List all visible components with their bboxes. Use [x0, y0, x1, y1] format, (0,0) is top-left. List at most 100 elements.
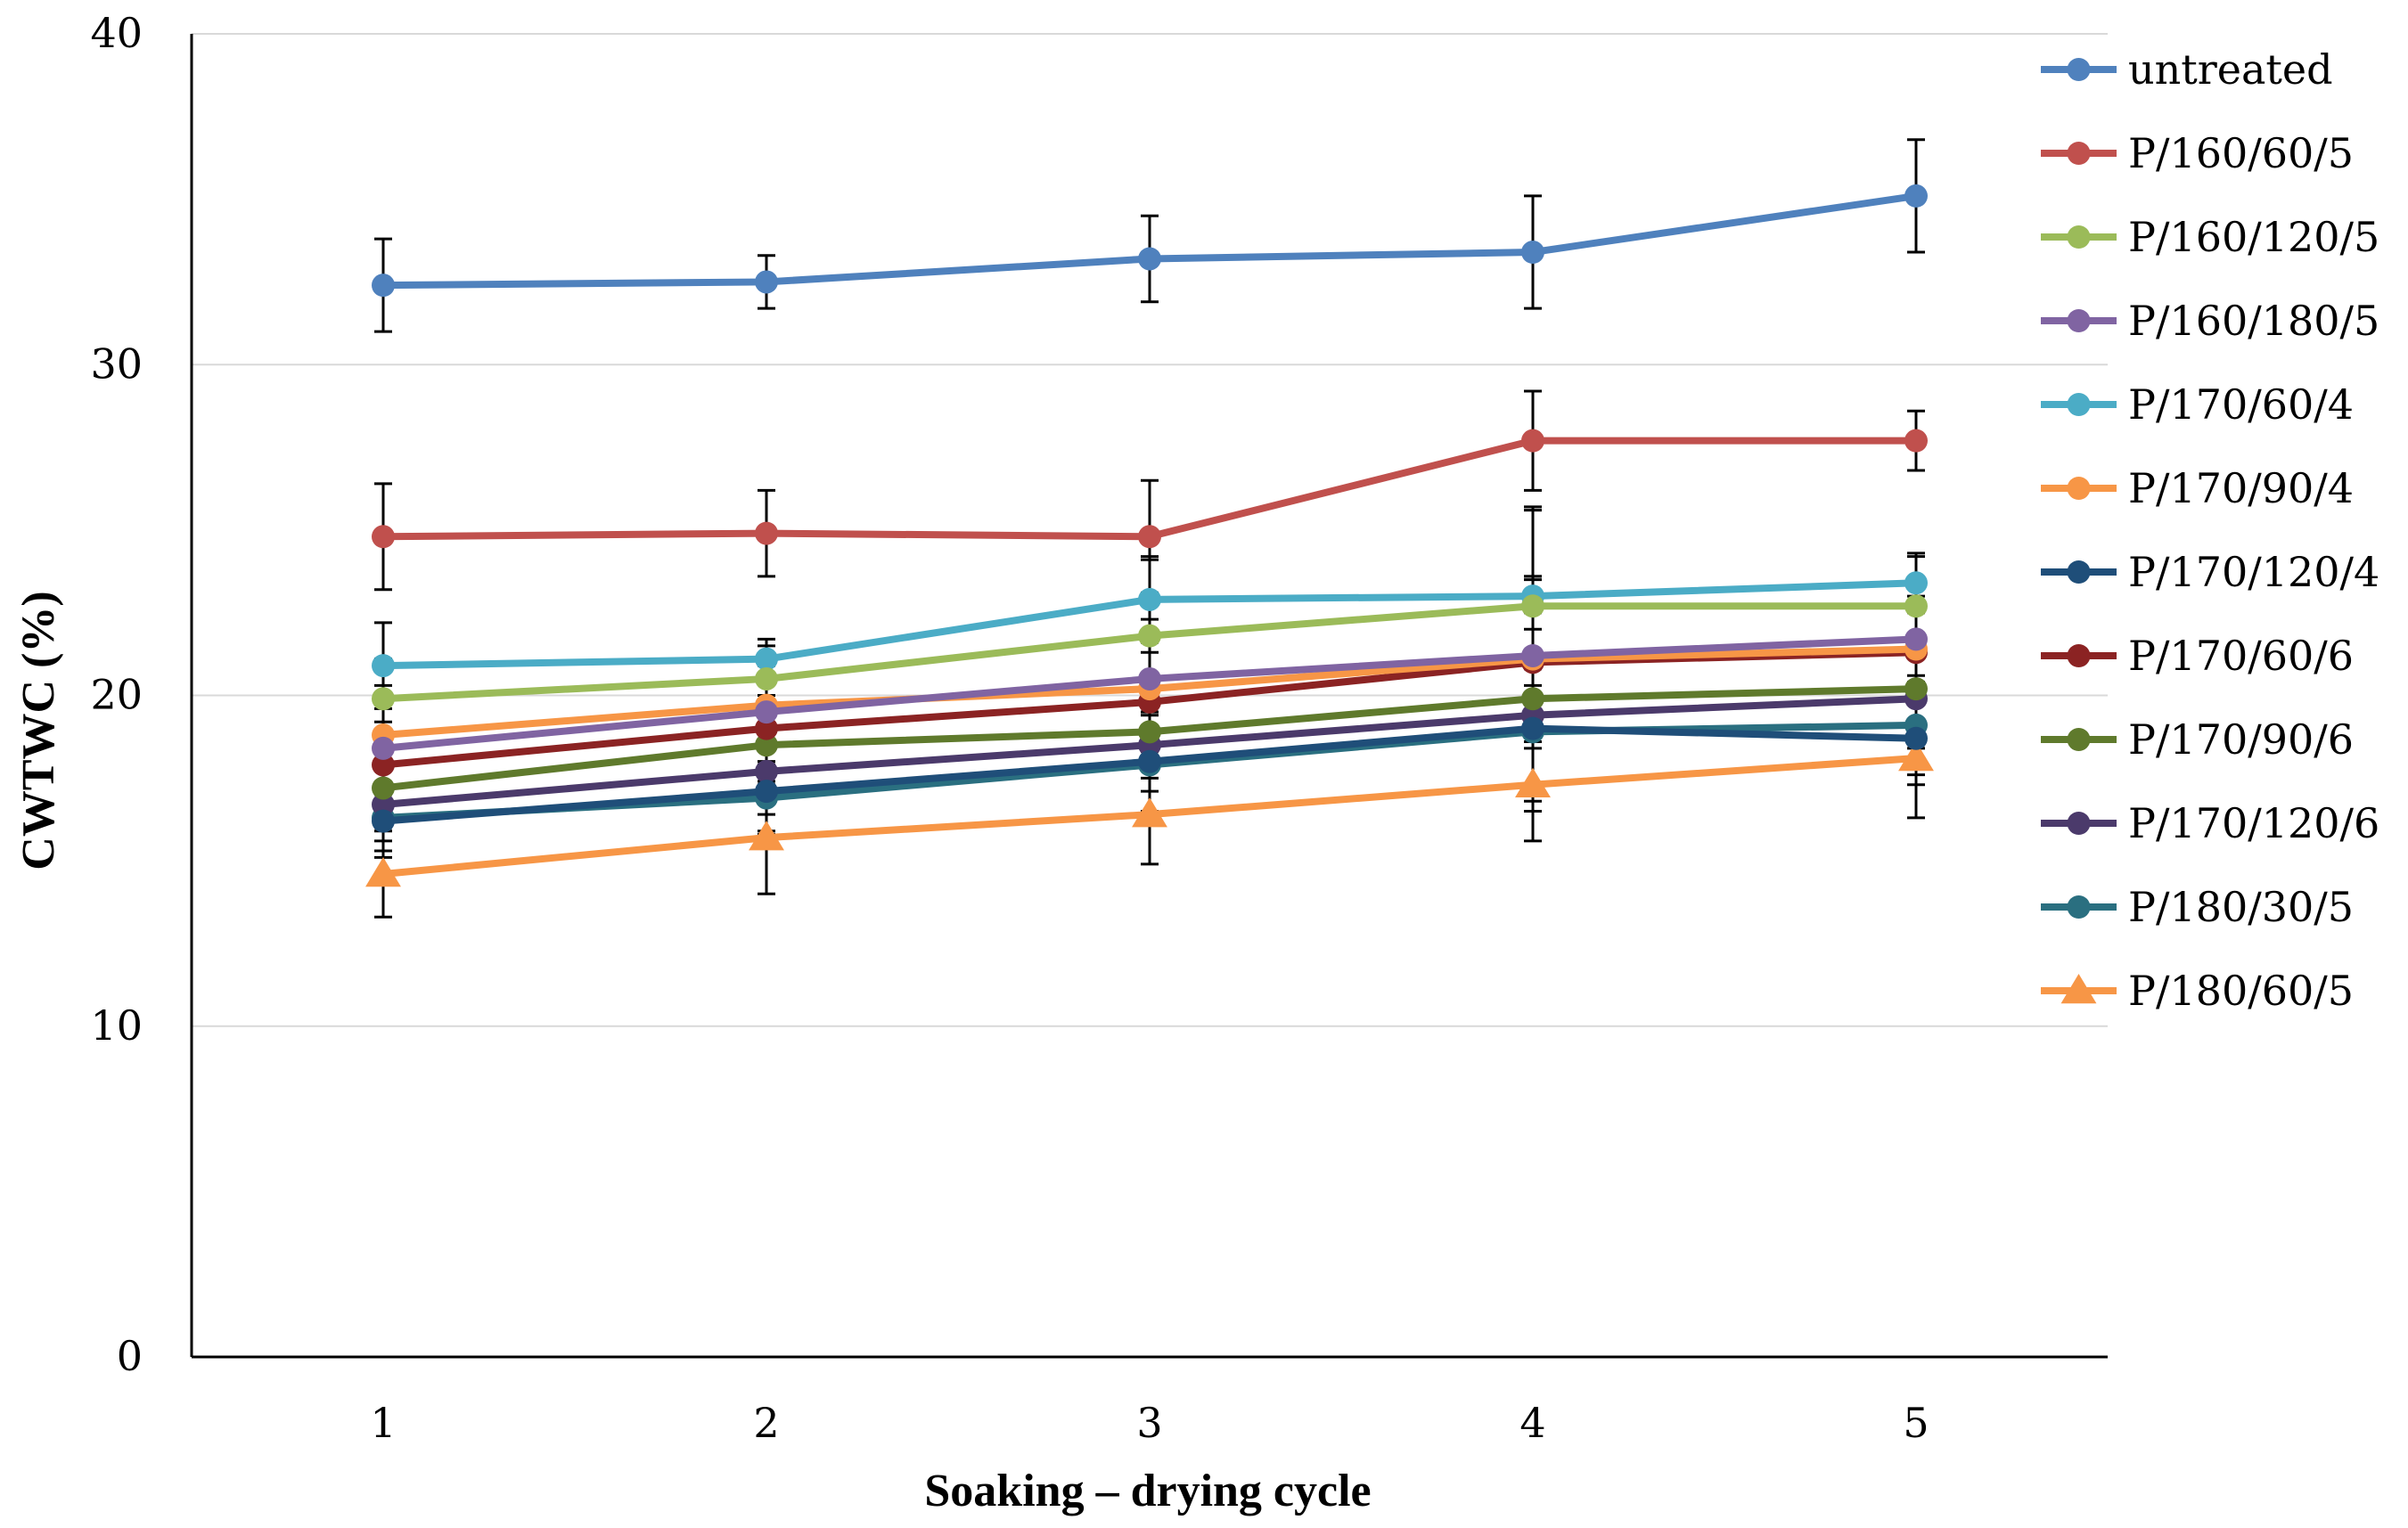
- data-point-p-170-90-6: [1138, 720, 1161, 744]
- legend-marker: [2067, 309, 2091, 332]
- y-tick-label: 10: [90, 1001, 143, 1050]
- data-point-untreated: [1521, 241, 1544, 265]
- data-point-p-170-90-6: [1521, 687, 1544, 711]
- series-p-160-60-5: [372, 429, 1928, 549]
- data-point-p-170-120-6: [755, 759, 778, 783]
- legend-item-p-170-90-6: P/170/90/6: [2041, 715, 2354, 764]
- data-point-p-160-120-5: [1904, 594, 1928, 618]
- legend-label: untreated: [2128, 45, 2333, 94]
- y-tick-label: 20: [90, 671, 143, 719]
- data-point-untreated: [755, 270, 778, 294]
- data-point-p-170-60-4: [755, 647, 778, 671]
- data-point-p-160-180-5: [1904, 627, 1928, 651]
- series-untreated: [372, 184, 1928, 298]
- legend-marker: [2067, 728, 2091, 751]
- legend-marker: [2067, 477, 2091, 500]
- axes-layer: 0 10 20 30 40 1 2 3 4 5: [90, 9, 2108, 1447]
- data-point-p-160-180-5: [372, 736, 395, 760]
- data-point-p-170-90-6: [755, 733, 778, 757]
- y-tick-label: 30: [90, 339, 143, 388]
- data-point-p-160-60-5: [1138, 525, 1161, 549]
- series-p-180-60-5: [365, 741, 1934, 887]
- data-point-p-170-120-4: [1521, 716, 1544, 740]
- data-point-p-170-120-4: [755, 780, 778, 804]
- legend-item-p-170-60-6: P/170/60/6: [2041, 632, 2354, 680]
- data-point-p-180-60-5: [1898, 741, 1934, 772]
- x-tick-label: 1: [370, 1399, 396, 1447]
- series-p-160-120-5: [372, 594, 1928, 711]
- data-point-p-170-60-6: [755, 716, 778, 740]
- data-point-p-170-60-4: [1904, 571, 1928, 595]
- x-tick-label: 3: [1136, 1399, 1162, 1447]
- data-point-p-170-120-4: [372, 809, 395, 833]
- legend-item-p-170-90-4: P/170/90/4: [2041, 464, 2354, 512]
- data-point-p-160-180-5: [1521, 643, 1544, 667]
- legend-item-p-160-180-5: P/160/180/5: [2041, 297, 2379, 345]
- legend-label: P/160/120/5: [2128, 213, 2379, 261]
- legend-item-p-170-120-6: P/170/120/6: [2041, 799, 2379, 847]
- data-point-p-160-60-5: [755, 521, 778, 545]
- legend-label: P/170/90/4: [2128, 464, 2354, 512]
- data-point-p-170-60-4: [1138, 587, 1161, 611]
- legend-marker: [2067, 812, 2091, 835]
- data-point-p-160-60-5: [1521, 429, 1544, 453]
- x-tick-label: 4: [1519, 1399, 1545, 1447]
- data-point-p-160-120-5: [1138, 624, 1161, 648]
- series-p-160-180-5: [372, 627, 1928, 760]
- legend-item-p-180-30-5: P/180/30/5: [2041, 883, 2354, 931]
- legend-label: P/180/60/5: [2128, 967, 2354, 1015]
- data-point-p-170-60-6: [372, 753, 395, 777]
- x-tick-label: 5: [1903, 1399, 1929, 1447]
- legend-label: P/160/180/5: [2128, 297, 2379, 345]
- legend-marker: [2067, 393, 2091, 416]
- legend-item-p-170-120-4: P/170/120/4: [2041, 548, 2379, 596]
- legend-label: P/170/60/6: [2128, 632, 2354, 680]
- data-point-p-180-60-5: [1515, 767, 1551, 797]
- legend-item-p-160-120-5: P/160/120/5: [2041, 213, 2379, 261]
- x-axis-title: Soaking – drying cycle: [924, 1466, 1371, 1516]
- legend-item-untreated: untreated: [2041, 45, 2333, 94]
- data-point-p-160-120-5: [1521, 594, 1544, 618]
- data-point-p-170-60-4: [372, 654, 395, 678]
- legend-marker: [2060, 974, 2097, 1004]
- data-point-p-170-120-6: [372, 793, 395, 817]
- data-point-p-170-120-4: [1904, 726, 1928, 750]
- data-point-p-160-180-5: [755, 700, 778, 724]
- y-axis-title: CWTWC (%): [13, 591, 64, 870]
- data-point-p-170-120-4: [1138, 749, 1161, 773]
- legend-marker: [2067, 58, 2091, 81]
- y-tick-label: 40: [90, 9, 143, 57]
- legend: untreated P/160/60/5 P/160/120/5 P/160/180/…: [2041, 45, 2379, 1015]
- data-point-p-160-120-5: [372, 687, 395, 711]
- data-point-p-180-60-5: [1132, 797, 1167, 828]
- data-point-p-170-90-6: [1904, 677, 1928, 701]
- data-point-p-160-60-5: [372, 525, 395, 549]
- legend-label: P/170/120/6: [2128, 799, 2379, 847]
- legend-item-p-170-60-4: P/170/60/4: [2041, 380, 2354, 429]
- legend-label: P/170/90/6: [2128, 715, 2354, 764]
- series-p-170-90-6: [372, 677, 1928, 800]
- series-layer: [365, 184, 1934, 887]
- legend-marker: [2067, 560, 2091, 584]
- data-point-p-160-180-5: [1138, 666, 1161, 690]
- data-point-p-180-60-5: [365, 856, 401, 887]
- y-tick-label: 0: [117, 1332, 143, 1380]
- data-point-untreated: [1904, 184, 1928, 208]
- data-point-p-160-60-5: [1904, 429, 1928, 453]
- legend-item-p-160-60-5: P/160/60/5: [2041, 129, 2354, 177]
- x-tick-label: 2: [753, 1399, 779, 1447]
- legend-label: P/180/30/5: [2128, 883, 2354, 931]
- data-point-p-170-90-6: [372, 776, 395, 800]
- legend-label: P/160/60/5: [2128, 129, 2354, 177]
- data-point-untreated: [372, 274, 395, 298]
- legend-marker: [2067, 142, 2091, 165]
- series-p-170-120-4: [372, 716, 1928, 833]
- legend-marker: [2067, 225, 2091, 249]
- legend-label: P/170/60/4: [2128, 380, 2354, 429]
- data-point-p-160-120-5: [755, 666, 778, 690]
- legend-label: P/170/120/4: [2128, 548, 2379, 596]
- legend-item-p-180-60-5: P/180/60/5: [2041, 967, 2354, 1015]
- legend-marker: [2067, 644, 2091, 667]
